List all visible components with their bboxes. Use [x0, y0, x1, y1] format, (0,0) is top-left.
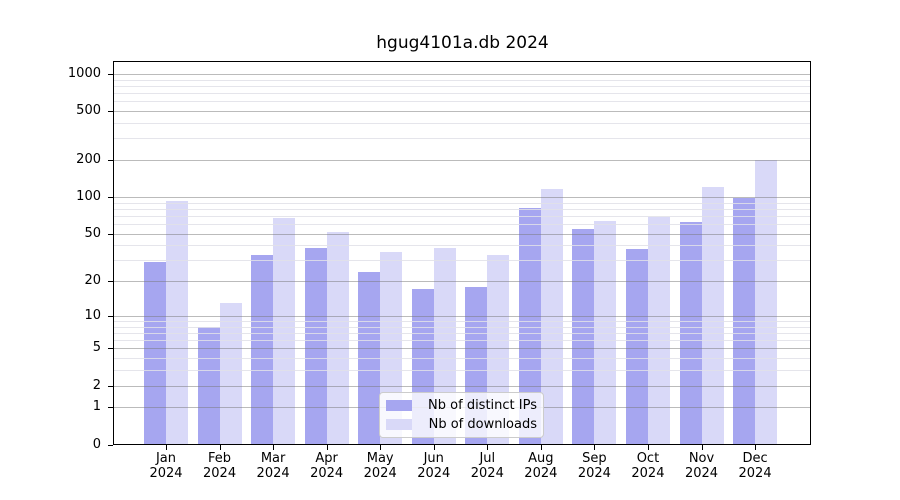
major-gridline — [113, 111, 811, 113]
y-axis-tick — [108, 444, 113, 446]
minor-gridline — [113, 340, 811, 342]
y-axis-tick-label: 200 — [76, 152, 101, 167]
minor-gridline — [113, 370, 811, 372]
bar-aug-ips — [518, 208, 541, 445]
bar-oct-ips — [625, 249, 648, 445]
minor-gridline — [113, 332, 811, 334]
x-axis-tick — [755, 444, 757, 450]
x-axis-tick-label: Feb 2024 — [203, 451, 237, 481]
x-axis-tick — [380, 444, 382, 450]
y-axis-tick — [108, 281, 113, 283]
major-gridline — [113, 385, 811, 387]
y-axis-tick — [108, 348, 113, 350]
y-axis-tick-label: 5 — [92, 340, 101, 356]
bar-may-ips — [358, 271, 381, 445]
x-axis-tick-label: Dec 2024 — [738, 451, 772, 481]
x-axis-tick-label: Jul 2024 — [470, 451, 504, 481]
minor-gridline — [113, 85, 811, 87]
chart-title: hgug4101a.db 2024 — [376, 33, 549, 53]
bar-jan-ips — [144, 262, 166, 445]
x-axis-tick-label: Nov 2024 — [684, 451, 719, 481]
y-axis-tick-label: 500 — [76, 103, 101, 119]
bar-mar-downloads — [273, 218, 296, 445]
major-gridline — [113, 348, 811, 350]
bar-sep-ips — [572, 228, 595, 445]
x-axis-tick-label: Sep 2024 — [577, 451, 611, 481]
y-axis-tick-label: 2 — [92, 377, 101, 393]
y-axis-tick — [108, 315, 113, 317]
minor-gridline — [113, 223, 811, 225]
chart-legend: Nb of distinct IPs Nb of downloads — [379, 392, 544, 438]
x-axis-tick — [540, 444, 542, 450]
major-gridline — [113, 73, 811, 75]
minor-gridline — [113, 79, 811, 81]
y-axis-tick — [108, 407, 113, 409]
x-axis-tick — [594, 444, 596, 450]
y-axis-tick-label: 10 — [84, 307, 101, 323]
x-axis-tick — [273, 444, 275, 450]
minor-gridline — [113, 202, 811, 204]
minor-gridline — [113, 122, 811, 124]
distinct-ips-swatch-icon — [386, 400, 412, 411]
x-axis-tick — [647, 444, 649, 450]
minor-gridline — [113, 101, 811, 103]
major-gridline — [113, 233, 811, 235]
x-axis-tick-label: May 2024 — [363, 451, 397, 481]
minor-gridline — [113, 208, 811, 210]
bar-jan-downloads — [166, 200, 188, 445]
major-gridline — [113, 196, 811, 198]
major-gridline — [113, 281, 811, 283]
legend-label-distinct-ips: Nb of distinct IPs — [428, 398, 537, 413]
minor-gridline — [113, 326, 811, 328]
x-axis-tick-label: Jan 2024 — [149, 451, 183, 481]
x-axis-tick — [433, 444, 435, 450]
x-axis-tick — [219, 444, 221, 450]
legend-entry-distinct-ips: Nb of distinct IPs — [386, 398, 537, 413]
bar-apr-ips — [304, 247, 327, 445]
minor-gridline — [113, 215, 811, 217]
minor-gridline — [113, 358, 811, 360]
minor-gridline — [113, 245, 811, 247]
y-axis-tick — [108, 196, 113, 198]
bar-dec-downloads — [755, 160, 778, 445]
major-gridline — [113, 160, 811, 161]
x-axis-tick-label: Oct 2024 — [631, 451, 665, 481]
x-axis-tick — [487, 444, 489, 450]
x-axis-tick-label: Apr 2024 — [310, 451, 344, 481]
major-gridline — [113, 315, 811, 317]
bar-oct-downloads — [647, 217, 670, 445]
y-axis-tick-label: 0 — [92, 436, 101, 452]
y-axis-tick — [108, 73, 113, 75]
minor-gridline — [113, 138, 811, 140]
x-axis-tick — [166, 444, 167, 450]
x-axis-tick-label: Mar 2024 — [256, 451, 290, 481]
bar-mar-ips — [251, 255, 274, 445]
bar-aug-downloads — [540, 189, 563, 445]
y-axis-tick-label: 50 — [84, 225, 101, 241]
x-axis-tick-label: Aug 2024 — [524, 451, 558, 481]
legend-label-downloads: Nb of downloads — [428, 417, 537, 432]
y-axis-tick — [108, 233, 113, 235]
y-axis-tick-label: 20 — [84, 273, 101, 289]
bar-feb-ips — [197, 326, 220, 445]
y-axis-tick-label: 100 — [76, 188, 101, 204]
y-axis-tick — [108, 160, 113, 161]
x-axis-tick-label: Jun 2024 — [417, 451, 451, 481]
bar-feb-downloads — [219, 302, 242, 445]
minor-gridline — [113, 92, 811, 94]
bar-apr-downloads — [326, 231, 349, 445]
legend-entry-downloads: Nb of downloads — [386, 417, 537, 432]
minor-gridline — [113, 320, 811, 322]
minor-gridline — [113, 260, 811, 262]
y-axis-tick — [108, 385, 113, 387]
y-axis-tick-label: 1000 — [67, 65, 101, 81]
y-axis-tick-label: 1 — [92, 399, 101, 415]
downloads-swatch-icon — [386, 419, 412, 430]
y-axis-tick — [108, 111, 113, 113]
x-axis-tick — [326, 444, 328, 450]
x-axis-tick — [701, 444, 703, 450]
